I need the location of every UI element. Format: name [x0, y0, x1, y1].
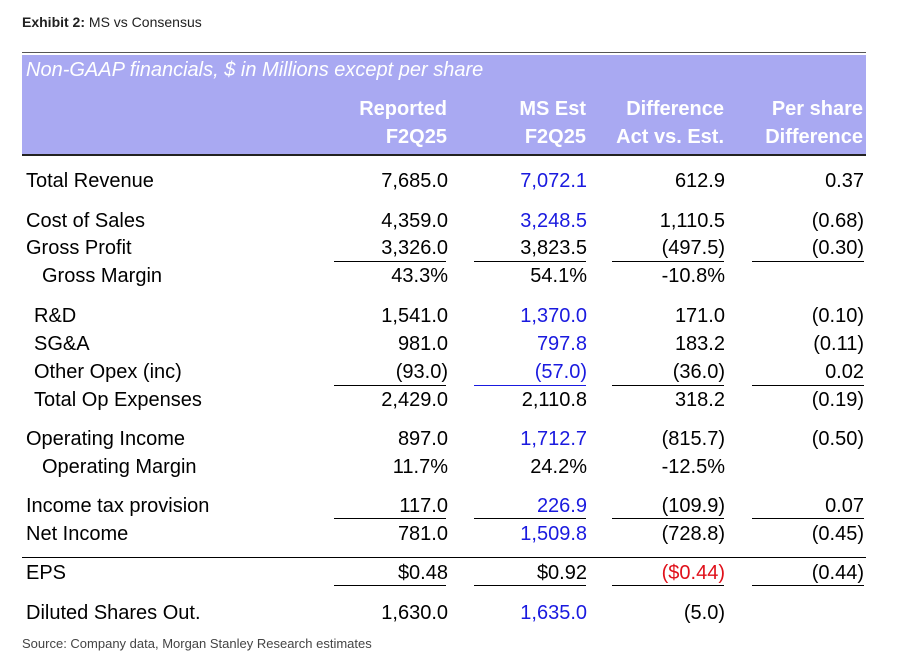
cell-reported: (93.0) — [395, 361, 448, 383]
cell-difference: 612.9 — [674, 170, 725, 192]
row-label: Net Income — [26, 523, 129, 545]
cell-ms-est: 7,072.1 — [520, 170, 587, 192]
table-title: Non-GAAP financials, $ in Millions excep… — [26, 59, 484, 81]
col-header-difference: Difference Act vs. Est. — [616, 98, 724, 148]
col-header-per-share: Per share Difference — [765, 98, 863, 148]
top-rule — [22, 52, 866, 53]
subtotal-rule — [752, 261, 864, 262]
row-label: Income tax provision — [26, 495, 210, 517]
cell-per-share: (0.10) — [811, 305, 864, 327]
exhibit-title: MS vs Consensus — [88, 14, 202, 30]
table-header: Non-GAAP financials, $ in Millions excep… — [22, 55, 866, 154]
col-header-reported: Reported F2Q25 — [359, 98, 447, 148]
cell-reported: 1,541.0 — [381, 305, 448, 327]
eps-underline — [474, 585, 586, 586]
exhibit-label: Exhibit 2: — [22, 14, 86, 30]
cell-reported: 981.0 — [397, 333, 448, 355]
subtotal-rule — [474, 261, 586, 262]
cell-ms-est: 3,823.5 — [520, 237, 587, 259]
cell-reported: 1,630.0 — [381, 602, 448, 624]
cell-per-share: (0.30) — [811, 237, 864, 259]
cell-difference: (728.8) — [661, 523, 725, 545]
subtotal-rule — [612, 261, 724, 262]
cell-ms-est: (57.0) — [534, 361, 587, 383]
source-note: Source: Company data, Morgan Stanley Res… — [22, 636, 372, 651]
row-label: Gross Profit — [26, 237, 132, 259]
row-label: Diluted Shares Out. — [26, 602, 201, 624]
subtotal-rule — [752, 385, 864, 386]
subtotal-rule — [612, 385, 724, 386]
cell-difference: (497.5) — [661, 237, 725, 259]
row-label: Gross Margin — [42, 265, 163, 287]
cell-ms-est: 797.8 — [536, 333, 587, 355]
eps-underline — [334, 585, 446, 586]
subtotal-rule — [334, 518, 446, 519]
col-header-ms-est: MS Est F2Q25 — [519, 98, 586, 148]
cell-reported: 2,429.0 — [381, 389, 448, 411]
cell-reported: 11.7% — [392, 456, 448, 478]
cell-reported: 7,685.0 — [381, 170, 448, 192]
row-label: Total Revenue — [26, 170, 154, 192]
exhibit-caption: Exhibit 2: MS vs Consensus — [22, 14, 202, 30]
cell-ms-est: 54.1% — [530, 265, 587, 287]
cell-reported: 4,359.0 — [381, 210, 448, 232]
subtotal-rule — [752, 518, 864, 519]
cell-per-share: (0.11) — [813, 333, 864, 355]
cell-ms-est: 1,370.0 — [520, 305, 587, 327]
eps-underline — [612, 585, 724, 586]
cell-ms-est: $0.92 — [536, 562, 587, 584]
cell-ms-est: 1,635.0 — [520, 602, 587, 624]
cell-difference: (815.7) — [661, 428, 725, 450]
subtotal-rule — [474, 385, 586, 386]
cell-per-share: 0.07 — [825, 495, 864, 517]
cell-difference: ($0.44) — [661, 562, 725, 584]
header-rule — [22, 154, 866, 156]
cell-per-share: 0.37 — [825, 170, 864, 192]
cell-difference: -10.8% — [661, 265, 725, 287]
row-label: Operating Margin — [42, 456, 197, 478]
cell-per-share: (0.19) — [811, 389, 864, 411]
cell-reported: 781.0 — [397, 523, 448, 545]
cell-difference: -12.5% — [661, 456, 725, 478]
row-label: SG&A — [34, 333, 90, 355]
cell-difference: (36.0) — [672, 361, 725, 383]
cell-ms-est: 24.2% — [530, 456, 587, 478]
subtotal-rule — [612, 518, 724, 519]
cell-reported: $0.48 — [397, 562, 448, 584]
subtotal-rule — [334, 261, 446, 262]
cell-reported: 43.3% — [391, 265, 448, 287]
subtotal-rule — [334, 385, 446, 386]
cell-per-share: (0.45) — [811, 523, 864, 545]
row-label: EPS — [26, 562, 67, 584]
cell-ms-est: 226.9 — [536, 495, 587, 517]
cell-per-share: (0.50) — [811, 428, 864, 450]
cell-difference: (5.0) — [683, 602, 725, 624]
cell-per-share: 0.02 — [825, 361, 864, 383]
row-label: Total Op Expenses — [34, 389, 202, 411]
cell-difference: 183.2 — [674, 333, 725, 355]
cell-ms-est: 1,712.7 — [520, 428, 587, 450]
row-label: Operating Income — [26, 428, 185, 450]
cell-difference: (109.9) — [661, 495, 725, 517]
cell-ms-est: 1,509.8 — [520, 523, 587, 545]
cell-difference: 318.2 — [674, 389, 725, 411]
row-label: R&D — [34, 305, 77, 327]
row-label: Other Opex (inc) — [34, 361, 182, 383]
cell-reported: 3,326.0 — [381, 237, 448, 259]
cell-ms-est: 2,110.8 — [521, 389, 587, 411]
cell-per-share: (0.44) — [811, 562, 864, 584]
cell-reported: 897.0 — [397, 428, 448, 450]
eps-underline — [752, 585, 864, 586]
cell-per-share: (0.68) — [811, 210, 864, 232]
row-label: Cost of Sales — [26, 210, 145, 232]
cell-difference: 171.0 — [674, 305, 725, 327]
eps-top-rule — [22, 557, 866, 558]
subtotal-rule — [474, 518, 586, 519]
cell-ms-est: 3,248.5 — [520, 210, 587, 232]
cell-reported: 117.0 — [399, 495, 448, 517]
cell-difference: 1,110.5 — [659, 210, 725, 232]
